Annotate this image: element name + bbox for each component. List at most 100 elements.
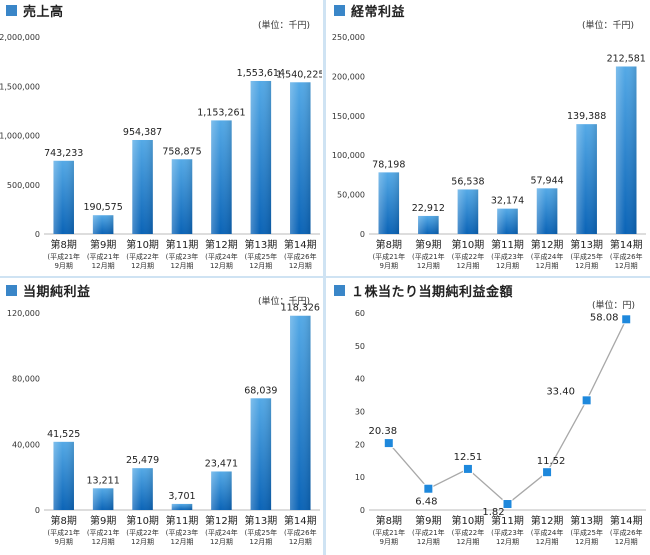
data-label: 41,525: [47, 429, 80, 440]
x-category-sublabel: 12月期: [249, 262, 272, 270]
bar-shading: [250, 80, 272, 234]
net-income-chart: 040,00080,000120,000第8期(平成21年9月期第9期(平成21…: [7, 303, 320, 546]
bar-shading: [53, 441, 74, 510]
x-category-sublabel: (平成21年: [412, 252, 445, 261]
y-tick-label: 150,000: [332, 112, 365, 121]
y-tick-label: 50,000: [337, 191, 365, 200]
x-category-sublabel: 12月期: [171, 538, 194, 546]
data-label: 12.51: [454, 452, 483, 463]
x-category-label: 第14期: [284, 238, 317, 251]
x-category-label: 第13期: [570, 238, 603, 251]
data-label: 13,211: [87, 475, 120, 486]
ordinary-income-title: 経常利益: [351, 4, 406, 20]
x-category-sublabel: (平成26年: [610, 252, 643, 261]
x-category-label: 第14期: [610, 238, 643, 251]
eps-title-row: １株当たり当期純利益金額: [328, 280, 513, 300]
x-category-label: 第12期: [205, 238, 238, 251]
sales-panel: 売上高 (単位：千円) 0 500,000 1,000,000 1,500,000 2,…: [0, 0, 322, 278]
data-label: 56,538: [451, 176, 484, 187]
x-category-label: 第11期: [166, 514, 199, 527]
data-label: 33.40: [546, 386, 575, 397]
bar-shading: [576, 124, 597, 234]
data-label: 57,944: [530, 175, 563, 186]
data-label: 20.38: [368, 426, 397, 437]
data-label: 190,575: [83, 202, 122, 213]
x-category-label: 第8期: [376, 238, 402, 251]
x-category-sublabel: (平成21年: [87, 252, 120, 261]
y-tick-label: 1,500,000: [0, 82, 40, 91]
x-category-label: 第8期: [51, 514, 77, 527]
x-category-sublabel: 12月期: [575, 538, 598, 546]
x-category-sublabel: 12月期: [536, 262, 559, 270]
square-bullet-icon: [334, 4, 345, 16]
bar-shading: [615, 66, 637, 234]
x-category-sublabel: (平成21年: [372, 252, 405, 261]
x-category-sublabel: 12月期: [575, 262, 598, 270]
x-category-sublabel: 12月期: [417, 262, 440, 270]
data-label: 118,326: [281, 303, 320, 314]
x-category-sublabel: 9月期: [380, 538, 398, 546]
x-category-sublabel: 12月期: [456, 262, 479, 270]
x-category-sublabel: (平成25年: [245, 528, 278, 537]
x-category-sublabel: 12月期: [536, 538, 559, 546]
y-tick-label: 2,000,000: [0, 33, 40, 42]
x-category-sublabel: 9月期: [380, 262, 398, 270]
data-label: 212,581: [607, 53, 646, 64]
x-category-sublabel: (平成22年: [126, 252, 159, 261]
horizontal-divider: [0, 276, 650, 278]
x-category-sublabel: (平成24年: [205, 528, 238, 537]
x-category-label: 第9期: [90, 514, 116, 527]
data-point: [502, 499, 513, 510]
x-category-label: 第8期: [51, 238, 77, 251]
data-label: 1.82: [482, 507, 504, 518]
data-label: 1,540,225: [276, 69, 322, 80]
bar-shading: [92, 488, 114, 510]
x-category-sublabel: 12月期: [496, 262, 519, 270]
y-tick-label: 0: [35, 506, 40, 515]
sales-chart: 0500,0001,000,0001,500,0002,000,000第8期(平…: [0, 33, 322, 270]
y-tick-label: 100,000: [332, 151, 365, 160]
x-category-sublabel: (平成22年: [452, 252, 485, 261]
x-category-sublabel: 12月期: [289, 538, 312, 546]
x-category-sublabel: 12月期: [615, 538, 638, 546]
x-category-sublabel: 12月期: [131, 262, 154, 270]
y-tick-label: 80,000: [12, 375, 40, 384]
data-label: 32,174: [491, 196, 524, 207]
y-tick-label: 30: [355, 408, 365, 417]
data-label: 25,479: [126, 455, 159, 466]
x-category-sublabel: (平成22年: [452, 528, 485, 537]
bar-shading: [378, 172, 400, 234]
data-label: 6.48: [415, 497, 437, 508]
y-tick-label: 50: [355, 342, 365, 351]
x-category-label: 第10期: [126, 238, 159, 251]
x-category-sublabel: 12月期: [249, 538, 272, 546]
bar-shading: [250, 398, 272, 510]
y-tick-label: 120,000: [7, 309, 40, 318]
x-category-sublabel: (平成21年: [47, 252, 80, 261]
y-tick-label: 250,000: [332, 33, 365, 42]
data-label: 743,233: [44, 148, 83, 159]
x-category-sublabel: (平成26年: [610, 528, 643, 537]
data-label: 68,039: [244, 385, 277, 396]
x-category-sublabel: 12月期: [210, 262, 233, 270]
square-bullet-icon: [6, 284, 17, 296]
ordinary-income-unit-label: (単位：千円): [582, 21, 635, 31]
data-label: 1,153,261: [197, 107, 245, 118]
net-income-title: 当期純利益: [23, 284, 91, 300]
y-tick-label: 1,000,000: [0, 132, 40, 141]
y-tick-label: 20: [355, 440, 365, 449]
data-label: 11.52: [537, 456, 566, 467]
x-category-label: 第12期: [531, 238, 564, 251]
x-category-label: 第13期: [244, 514, 277, 527]
x-category-label: 第9期: [90, 238, 116, 251]
x-category-sublabel: (平成23年: [491, 252, 524, 261]
y-tick-label: 200,000: [332, 72, 365, 81]
data-point: [621, 314, 632, 325]
eps-chart: 0102030405060第8期(平成21年9月期第9期(平成21年12月期第1…: [355, 309, 646, 546]
square-bullet-icon: [6, 4, 17, 16]
x-category-sublabel: 12月期: [210, 538, 233, 546]
bar-shading: [92, 215, 114, 234]
bar-shading: [418, 215, 439, 234]
x-category-sublabel: (平成21年: [372, 528, 405, 537]
sales-title: 売上高: [23, 4, 64, 20]
